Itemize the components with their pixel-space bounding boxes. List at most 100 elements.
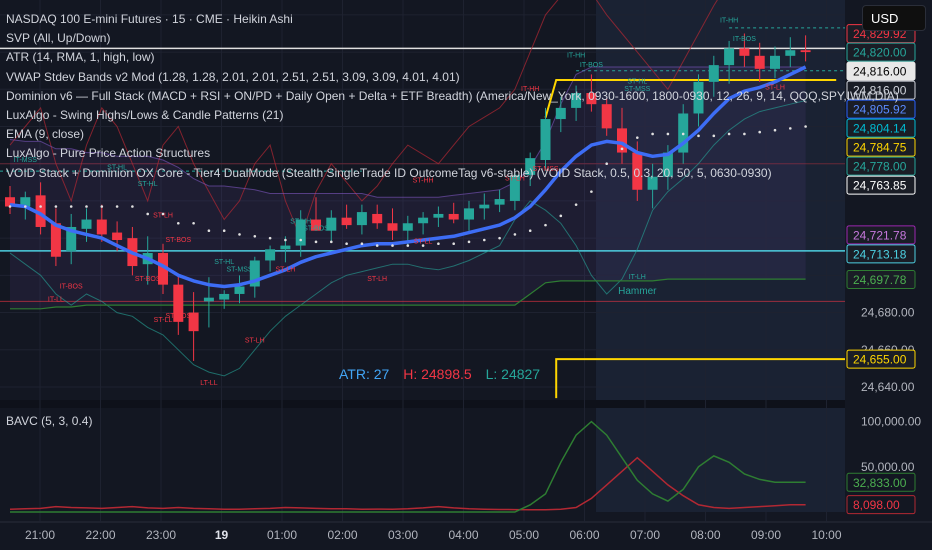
candle [35, 182, 46, 235]
candle [525, 152, 536, 187]
structure-label: ST-LH [505, 175, 525, 182]
structure-label: ST-HL [627, 79, 647, 86]
atr-high: H: 24898.5 [403, 366, 472, 382]
candle [509, 171, 520, 211]
candle [418, 212, 429, 235]
time-tick: 08:00 [690, 528, 720, 542]
price-tag[interactable]: 24,655.00 [846, 349, 916, 369]
candle [494, 189, 505, 213]
candle [754, 42, 765, 82]
price-tag[interactable]: 24,763.85 [846, 175, 916, 195]
candle-body [219, 293, 230, 300]
symbol-title[interactable]: NASDAQ 100 E-mini Futures · 15 · CME · H… [6, 12, 293, 26]
candle [188, 292, 199, 361]
candle [295, 210, 306, 257]
trail-dot [437, 242, 440, 246]
bavc-tag: 32,833.00 [846, 472, 916, 492]
candle-body [265, 249, 276, 261]
indicator-ema[interactable]: EMA (9, close) [6, 127, 85, 142]
indicator-luxalgo-pa[interactable]: LuxAlgo - Pure Price Action Structures [6, 146, 211, 161]
candle [433, 206, 444, 227]
vwap-lower-band [10, 278, 806, 310]
candle [647, 163, 658, 209]
candle-body [20, 197, 31, 207]
price-tag[interactable]: 24,820.00 [846, 42, 916, 62]
structure-label: ST-MSS [226, 267, 252, 274]
candle-body [295, 219, 306, 246]
trail-dot [375, 244, 379, 247]
candle-body [540, 119, 551, 160]
candle-body [571, 93, 582, 108]
price-tag[interactable]: 24,816.00 [846, 61, 916, 81]
trail-dot [574, 203, 578, 206]
price-tag[interactable]: 24,805.92 [846, 99, 916, 119]
price-tag[interactable]: 24,784.75 [846, 137, 916, 157]
price-tag-box [846, 42, 916, 62]
trail-dot [161, 212, 165, 216]
time-tick: 22:00 [85, 528, 115, 542]
trail-dot [85, 205, 88, 208]
structure-label: ST-BOS [165, 313, 191, 320]
currency-button[interactable]: USD [862, 5, 926, 31]
bavc-legend[interactable]: BAVC (5, 3, 0.4) [6, 414, 93, 428]
candle-body [708, 65, 719, 82]
price-tag[interactable]: 24,778.00 [846, 156, 916, 176]
price-tag-text: 24,816.00 [853, 65, 907, 79]
candle-body [448, 213, 459, 220]
indicator-atr[interactable]: ATR (14, RMA, 1, high, low) [6, 50, 155, 65]
candle-body [402, 223, 413, 231]
candle-body [5, 197, 15, 207]
candle-body [81, 219, 92, 229]
indicator-vwap-bands[interactable]: VWAP Stdev Bands v2 Mod (1.28, 1.28, 2.0… [6, 69, 460, 84]
trail-dot [69, 205, 73, 208]
indicator-dominion[interactable]: Dominion v6 — Full Stack (MACD + RSI + O… [6, 88, 899, 103]
trail-dot [789, 127, 792, 130]
price-tag-text: 24,778.00 [853, 160, 907, 174]
chart-legend: NASDAQ 100 E-mini Futures · 15 · CME · H… [6, 10, 899, 183]
indicator-void-stack[interactable]: VOID Stack + Dominion OX Core - Tier4 Du… [6, 165, 772, 180]
candle [96, 204, 107, 242]
structure-label: ST-LL [154, 317, 173, 324]
candle [770, 46, 780, 79]
candle-body [280, 245, 291, 250]
indicator-svp[interactable]: SVP (All, Up/Down) [6, 31, 111, 46]
price-tag[interactable]: 24,713.18 [846, 244, 916, 264]
candle [234, 275, 245, 304]
trail-dot [590, 190, 593, 193]
indicator-luxalgo-swing[interactable]: LuxAlgo - Swing Highs/Lows & Candle Patt… [6, 108, 284, 123]
bavc-tick: 100,000.00 [861, 415, 921, 429]
structure-label: IT-LL [48, 296, 64, 303]
trail-dot [406, 244, 410, 247]
trail-dot [651, 132, 654, 136]
trail-dot [666, 132, 670, 136]
price-tag-box [846, 175, 916, 195]
structure-label: IT-MSS [14, 157, 38, 164]
candle-body [509, 174, 520, 201]
price-tag-box [846, 118, 916, 138]
candle [50, 208, 61, 267]
candle-body [494, 199, 505, 205]
candle-body [464, 208, 474, 220]
candle [693, 74, 704, 127]
bavc-red-line [9, 456, 806, 511]
time-tick: 10:00 [811, 528, 841, 542]
trail-dot [391, 244, 394, 247]
price-tag[interactable]: 24,816.00 [846, 80, 916, 100]
structure-label: LT-LL [200, 380, 217, 387]
trail-dot [345, 242, 348, 246]
daily-open-line [544, 79, 837, 118]
candle [326, 210, 337, 242]
candle [249, 256, 260, 298]
candle [265, 245, 276, 272]
price-tag[interactable]: 24,697.78 [846, 269, 916, 289]
price-tag[interactable]: 24,721.78 [846, 225, 916, 245]
time-tick: 03:00 [388, 528, 418, 542]
candle [387, 208, 398, 240]
structure-label: IT-HH [567, 53, 585, 60]
trail-dot [528, 229, 532, 232]
candle [739, 33, 750, 67]
candle [571, 85, 582, 121]
candle [66, 213, 77, 265]
price-tag[interactable]: 24,804.14 [846, 118, 916, 138]
